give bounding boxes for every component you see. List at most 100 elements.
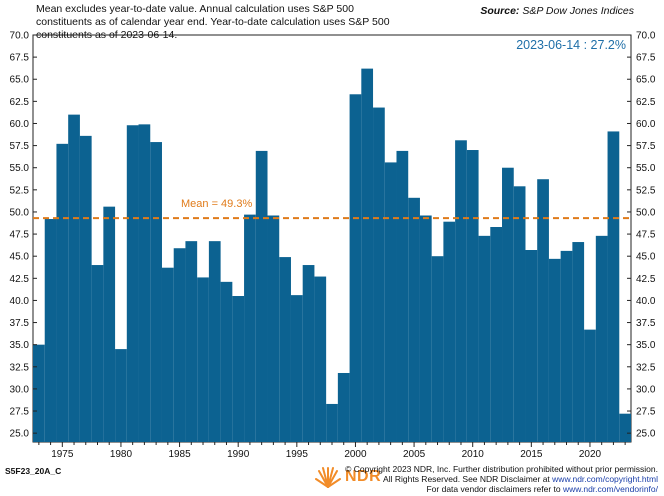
y-tick-label: 70.0: [10, 31, 30, 42]
y-axis-right: 25.0 27.5 30.0 32.5 35.0 37.5 40.0 42.5 45.0 47.5…: [627, 31, 656, 440]
bar: [44, 219, 57, 442]
bar: [244, 214, 256, 442]
bar: [326, 403, 338, 442]
bar: [349, 94, 362, 442]
bar: [337, 372, 350, 442]
y-tick-label: 47.5: [636, 230, 656, 241]
bar: [595, 235, 608, 442]
bar: [290, 295, 303, 442]
x-tick-label: 1985: [168, 449, 191, 460]
bar: [185, 241, 198, 442]
bar: [373, 107, 385, 443]
source-credit: Source: S&P Dow Jones Indices: [480, 5, 634, 17]
copyright-line-2: All Rights Reserved. See NDR Disclaimer …: [345, 474, 658, 484]
bar: [431, 256, 444, 442]
copyright-link[interactable]: www.ndr.com/copyright.html: [552, 474, 658, 484]
x-axis: 1975 1980 1985 1990 1995 2000 2005 2010 2015 2020: [38, 442, 626, 460]
bar: [408, 197, 420, 442]
bar: [138, 124, 151, 443]
y-tick-label: 45.0: [10, 252, 30, 263]
y-tick-label: 52.5: [10, 185, 30, 196]
ytd-annotation: 2023-06-14 : 27.2%: [516, 38, 626, 52]
y-tick-label: 67.5: [10, 53, 30, 64]
y-tick-label: 40.0: [10, 296, 30, 307]
y-tick-label: 55.0: [636, 163, 656, 174]
y-tick-label: 37.5: [10, 318, 30, 329]
y-tick-label: 60.0: [636, 119, 656, 130]
y-tick-label: 57.5: [636, 141, 656, 152]
y-tick-label: 50.0: [10, 207, 30, 218]
bar: [384, 162, 397, 442]
y-tick-label: 25.0: [636, 429, 656, 440]
y-axis-left: 25.0 27.5 30.0 32.5 35.0 37.5 40.0 42.5 45.0 47.5…: [10, 31, 37, 440]
copyright-line-2-text: All Rights Reserved. See NDR Disclaimer …: [383, 474, 550, 484]
bar: [572, 242, 585, 442]
bar: [79, 135, 92, 442]
bar: [208, 241, 221, 442]
x-tick-label: 2005: [403, 449, 426, 460]
x-tick-label: 2015: [520, 449, 543, 460]
bar: [267, 215, 280, 442]
bar: [466, 150, 479, 442]
x-tick-label: 1995: [286, 449, 309, 460]
bar: [455, 140, 467, 443]
x-tick-label: 2000: [344, 449, 367, 460]
bar: [56, 143, 69, 442]
source-label: Source:: [480, 5, 520, 17]
y-tick-label: 52.5: [636, 185, 656, 196]
vendorinfo-link[interactable]: www.ndr.com/vendorinfo/: [563, 484, 658, 494]
y-tick-label: 42.5: [636, 274, 656, 285]
sunburst-icon: [315, 467, 341, 488]
y-tick-label: 65.0: [636, 75, 656, 86]
bar: [279, 257, 291, 442]
x-tick-label: 1975: [51, 449, 74, 460]
bar: [443, 221, 456, 442]
bar: [220, 281, 233, 442]
bar: [419, 215, 432, 442]
y-tick-label: 35.0: [10, 340, 30, 351]
y-tick-label: 27.5: [10, 407, 30, 418]
bar: [548, 258, 561, 442]
bar: [584, 329, 596, 442]
bar: [607, 131, 620, 442]
y-tick-label: 32.5: [10, 362, 30, 373]
x-tick-label: 2010: [462, 449, 485, 460]
y-tick-label: 35.0: [636, 340, 656, 351]
copyright-notice: © Copyright 2023 NDR, Inc. Further distr…: [345, 464, 658, 494]
y-tick-label: 65.0: [10, 75, 30, 86]
bar: [103, 206, 116, 442]
y-tick-label: 30.0: [636, 384, 656, 395]
bar: [33, 344, 45, 442]
bar: [91, 265, 104, 442]
bar: [68, 114, 80, 442]
bar: [490, 227, 503, 442]
y-tick-label: 30.0: [10, 384, 30, 395]
ndr-logo: NDR: [315, 466, 381, 488]
bar: [161, 267, 174, 442]
bar: [150, 142, 162, 442]
chart-note: Mean excludes year-to-date value. Annual…: [36, 3, 390, 41]
bar: [232, 296, 245, 442]
copyright-line-1: © Copyright 2023 NDR, Inc. Further distr…: [345, 464, 658, 474]
bar: [126, 125, 139, 442]
logo-text: NDR: [345, 468, 382, 485]
copyright-line-3-text: For data vendor disclaimers refer to: [426, 484, 561, 494]
y-tick-label: 45.0: [636, 252, 656, 263]
chart-code: S5F23_20A_C: [5, 466, 62, 476]
source-value: S&P Dow Jones Indices: [522, 5, 634, 17]
y-tick-label: 37.5: [636, 318, 656, 329]
y-tick-label: 67.5: [636, 53, 656, 64]
bar: [255, 150, 268, 442]
bar: [396, 150, 409, 442]
bar: [478, 235, 491, 442]
x-tick-label: 1990: [227, 449, 250, 460]
y-tick-label: 62.5: [636, 97, 656, 108]
y-tick-label: 42.5: [10, 274, 30, 285]
y-tick-label: 32.5: [636, 362, 656, 373]
y-tick-label: 55.0: [10, 163, 30, 174]
y-tick-label: 70.0: [636, 31, 656, 42]
bar: [314, 276, 327, 442]
bar-series: [33, 68, 631, 443]
bar: [115, 349, 127, 442]
